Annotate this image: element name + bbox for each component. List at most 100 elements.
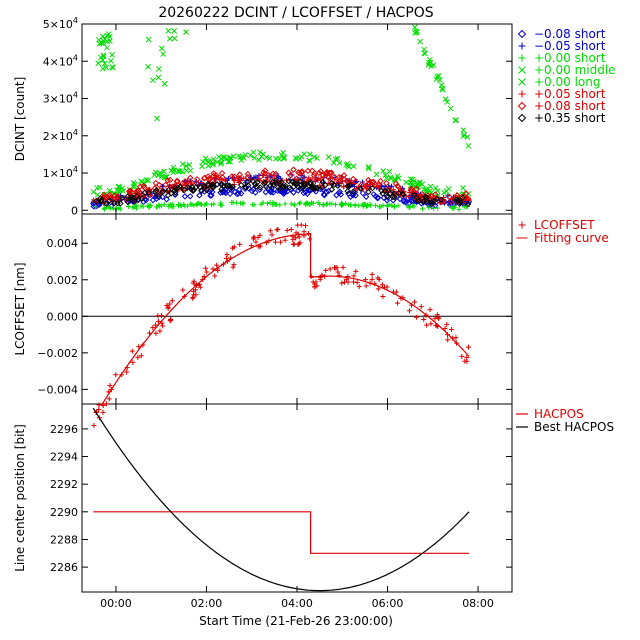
dcint-point (257, 173, 264, 180)
dcint-point (229, 199, 235, 205)
dcint-point (369, 185, 376, 192)
dcint-point (331, 173, 338, 181)
dcint-point (165, 186, 172, 194)
dcint-point (297, 177, 304, 185)
dcint-point (231, 173, 238, 180)
lcoffset-point (153, 322, 159, 328)
dcint-point (395, 175, 402, 182)
dcint-point (256, 184, 264, 191)
lcoffset-point (124, 369, 130, 375)
dcint-point (92, 204, 98, 210)
dcint-point (306, 151, 313, 158)
dcint-point (411, 24, 418, 31)
dcint-point (134, 205, 140, 211)
dcint-point (205, 181, 213, 189)
dcint-point (236, 171, 244, 178)
dcint-point (294, 183, 302, 190)
dcint-point (210, 161, 216, 168)
dcint-legend-symbol (518, 54, 526, 62)
dcint-point (464, 200, 472, 208)
dcint-point (179, 161, 186, 168)
dcint-legend-label: +0.08 short (534, 99, 606, 113)
dcint-point (404, 203, 410, 209)
dcint-point (100, 33, 106, 40)
dcint-point (200, 159, 206, 165)
dcint-point (426, 56, 433, 63)
lcoffset-point (167, 301, 173, 307)
lcoffset-point (255, 234, 261, 240)
dcint-point (140, 182, 147, 190)
dcint-point (459, 194, 466, 202)
dcint-point (325, 154, 332, 160)
dcint-legend-label: +0.00 middle (534, 63, 616, 77)
dcint-point (428, 198, 435, 206)
dcint-point (124, 198, 132, 206)
dcint-point (126, 203, 132, 209)
x-axis-label: Start Time (21-Feb-26 23:00:00) (199, 614, 393, 628)
dcint-point (262, 170, 269, 177)
dcint-point (223, 182, 231, 189)
dcint-point (218, 161, 224, 167)
dcint-point (301, 174, 307, 180)
dcint-point (274, 184, 282, 191)
dcint-point (227, 184, 235, 191)
dcint-point (124, 193, 131, 200)
dcint-point (337, 191, 344, 198)
dcint-point (433, 195, 441, 203)
lcoffset-y-tick-label: −0.002 (37, 347, 78, 360)
dcint-point (419, 181, 426, 188)
dcint-point (205, 162, 212, 169)
dcint-point (344, 187, 351, 195)
dcint-point (168, 190, 175, 197)
dcint-point (461, 131, 468, 138)
dcint-point (373, 171, 380, 178)
lcoffset-point (414, 314, 420, 320)
dcint-point (138, 195, 146, 202)
lcoffset-point (354, 280, 360, 286)
x-tick-label: 02:00 (191, 597, 223, 610)
dcint-legend-symbol (517, 29, 527, 39)
dcint-point (417, 38, 424, 45)
dcint-point (240, 155, 247, 161)
lcoffset-point (351, 279, 357, 285)
dcint-point (219, 174, 226, 181)
lcoffset-point (303, 223, 309, 229)
lcoffset-point (155, 318, 161, 324)
dcint-point (212, 171, 220, 179)
hacpos-y-tick-label: 2292 (50, 478, 78, 491)
dcint-point (295, 187, 302, 194)
hacpos-y-tick-label: 2288 (50, 533, 78, 546)
dcint-point (389, 193, 397, 201)
dcint-point (177, 202, 183, 208)
lcoffset-point (295, 241, 301, 247)
dcint-point (403, 179, 410, 186)
lcoffset-point (191, 278, 197, 284)
dcint-point (314, 184, 321, 192)
lcoffset-data-points (82, 222, 512, 428)
dcint-point (240, 201, 246, 207)
lcoffset-point (412, 299, 418, 305)
lcoffset-point (369, 271, 375, 277)
dcint-point (180, 186, 188, 194)
dcint-point (323, 201, 329, 207)
dcint-point (158, 45, 165, 52)
lcoffset-point (231, 262, 237, 268)
dcint-point (345, 162, 351, 169)
dcint-point (292, 155, 299, 161)
lcoffset-point (129, 348, 135, 354)
dcint-point (257, 149, 263, 156)
hacpos-panel-frame (81, 403, 513, 593)
dcint-point (406, 193, 412, 199)
dcint-point (135, 187, 142, 194)
dcint-point (379, 190, 386, 197)
dcint-point (167, 176, 174, 184)
dcint-point (98, 198, 105, 205)
dcint-point (359, 189, 367, 197)
dcint-point (407, 204, 413, 210)
dcint-point (439, 86, 446, 93)
dcint-point (210, 156, 217, 163)
dcint-point (268, 188, 275, 195)
dcint-point (201, 188, 208, 195)
dcint-data-points (90, 24, 473, 212)
